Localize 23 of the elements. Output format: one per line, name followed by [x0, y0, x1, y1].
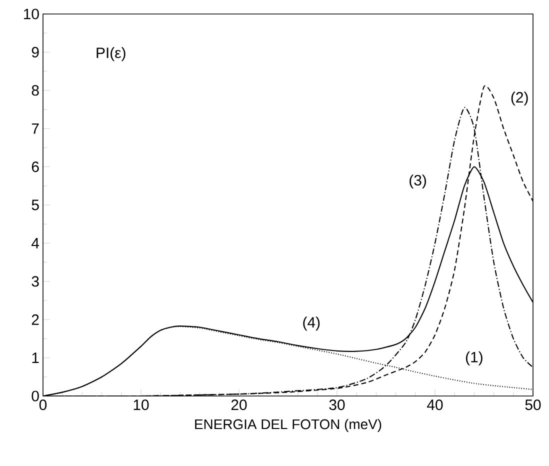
x-tick-label: 20 [231, 400, 247, 410]
y-tick-label: 5 [32, 200, 39, 210]
y-tick-label: 9 [32, 46, 39, 58]
x-tick-label: 0 [39, 400, 47, 410]
x-axis-title: ENERGIA DEL FOTON (meV) [195, 418, 382, 432]
x-tick-label: 50 [525, 400, 541, 410]
y-tick-label: 8 [32, 85, 39, 96]
y-tick-label: 7 [32, 123, 39, 134]
y-tick-label: 1 [32, 352, 39, 363]
x-tick-label: 40 [427, 400, 443, 410]
x-tick-label: 10 [134, 400, 149, 410]
series-label: (4) [303, 316, 320, 331]
series-label: (1) [466, 351, 482, 366]
y-tick-label: 2 [32, 314, 39, 325]
x-tick-label: 30 [329, 400, 345, 410]
y-axis-title: PI(ε) [96, 47, 126, 62]
y-tick-label: 6 [32, 162, 39, 172]
y-tick-label: 3 [32, 276, 39, 287]
series-label: (2) [511, 92, 528, 106]
y-tick-label: 0 [32, 390, 39, 402]
y-tick-label: 4 [32, 238, 40, 248]
series-label: (3) [410, 174, 426, 188]
y-tick-label: 10 [24, 8, 39, 20]
